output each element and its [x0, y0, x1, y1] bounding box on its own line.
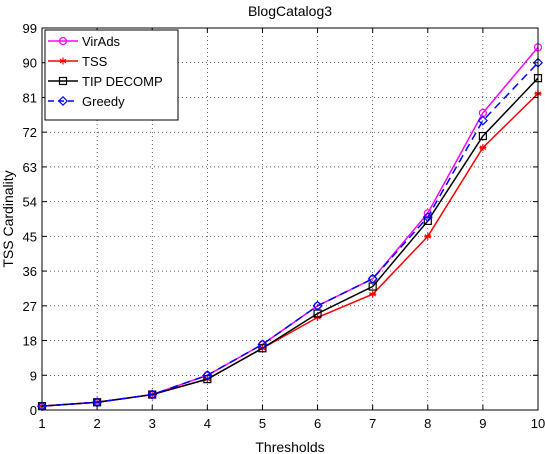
x-tick-label: 10: [531, 416, 545, 431]
data-point-greedy: [257, 339, 268, 350]
x-tick-label: 8: [424, 416, 431, 431]
data-point-greedy: [312, 300, 323, 311]
x-tick-label: 7: [369, 416, 376, 431]
y-tick-label: 72: [23, 125, 37, 140]
x-tick-label: 1: [38, 416, 45, 431]
data-point-tss: [479, 144, 487, 152]
y-tick-label: 18: [23, 334, 37, 349]
legend-marker-tss: [59, 57, 67, 65]
data-point-tip-decomp: [258, 344, 267, 353]
plot-frame: [41, 27, 539, 411]
data-point-greedy: [422, 212, 433, 223]
legend-label-tss: TSS: [82, 54, 108, 69]
data-point-greedy: [367, 273, 378, 284]
y-tick-label: 9: [30, 368, 37, 383]
x-tick-label: 5: [259, 416, 266, 431]
data-point-tss: [369, 290, 377, 298]
y-tick-label: 54: [23, 195, 37, 210]
data-point-tss: [424, 232, 432, 240]
x-tick-label: 9: [479, 416, 486, 431]
chart-title: BlogCatalog3: [248, 3, 332, 19]
legend-marker-virads: [58, 36, 68, 46]
legend-label-virads: VirAds: [82, 34, 121, 49]
y-tick-label: 63: [23, 160, 37, 175]
x-axis-title: Thresholds: [255, 439, 324, 454]
grid-lines: [42, 28, 538, 410]
series-layer: [36, 43, 544, 412]
x-tick-label: 2: [93, 416, 100, 431]
legend-label-greedy: Greedy: [82, 94, 125, 109]
data-point-greedy: [477, 115, 488, 126]
legend-box: [44, 29, 179, 121]
legend-marker-greedy: [57, 95, 69, 107]
legend-label-tip-decomp: TIP DECOMP: [82, 74, 163, 89]
series-greedy: [36, 57, 544, 412]
data-point-greedy: [147, 389, 158, 400]
y-tick-label: 81: [23, 90, 37, 105]
y-tick-label: 45: [23, 229, 37, 244]
data-point-tip-decomp: [478, 131, 487, 141]
y-tick-label: 36: [23, 264, 37, 279]
data-point-greedy: [202, 370, 213, 381]
y-tick-label: 27: [23, 299, 37, 314]
y-tick-label: 99: [23, 21, 37, 36]
y-tick-label: 0: [30, 403, 37, 418]
x-tick-label: 3: [149, 416, 156, 431]
series-line-greedy: [41, 62, 539, 407]
x-tick-label: 4: [204, 416, 211, 431]
y-tick-label: 90: [23, 56, 37, 71]
x-tick-label: 6: [314, 416, 321, 431]
y-axis-title: TSS Cardinality: [0, 170, 16, 267]
legend-marker-tip-decomp: [58, 76, 68, 86]
legend: VirAds TSS TIP DECOMP Greedy: [44, 29, 179, 121]
